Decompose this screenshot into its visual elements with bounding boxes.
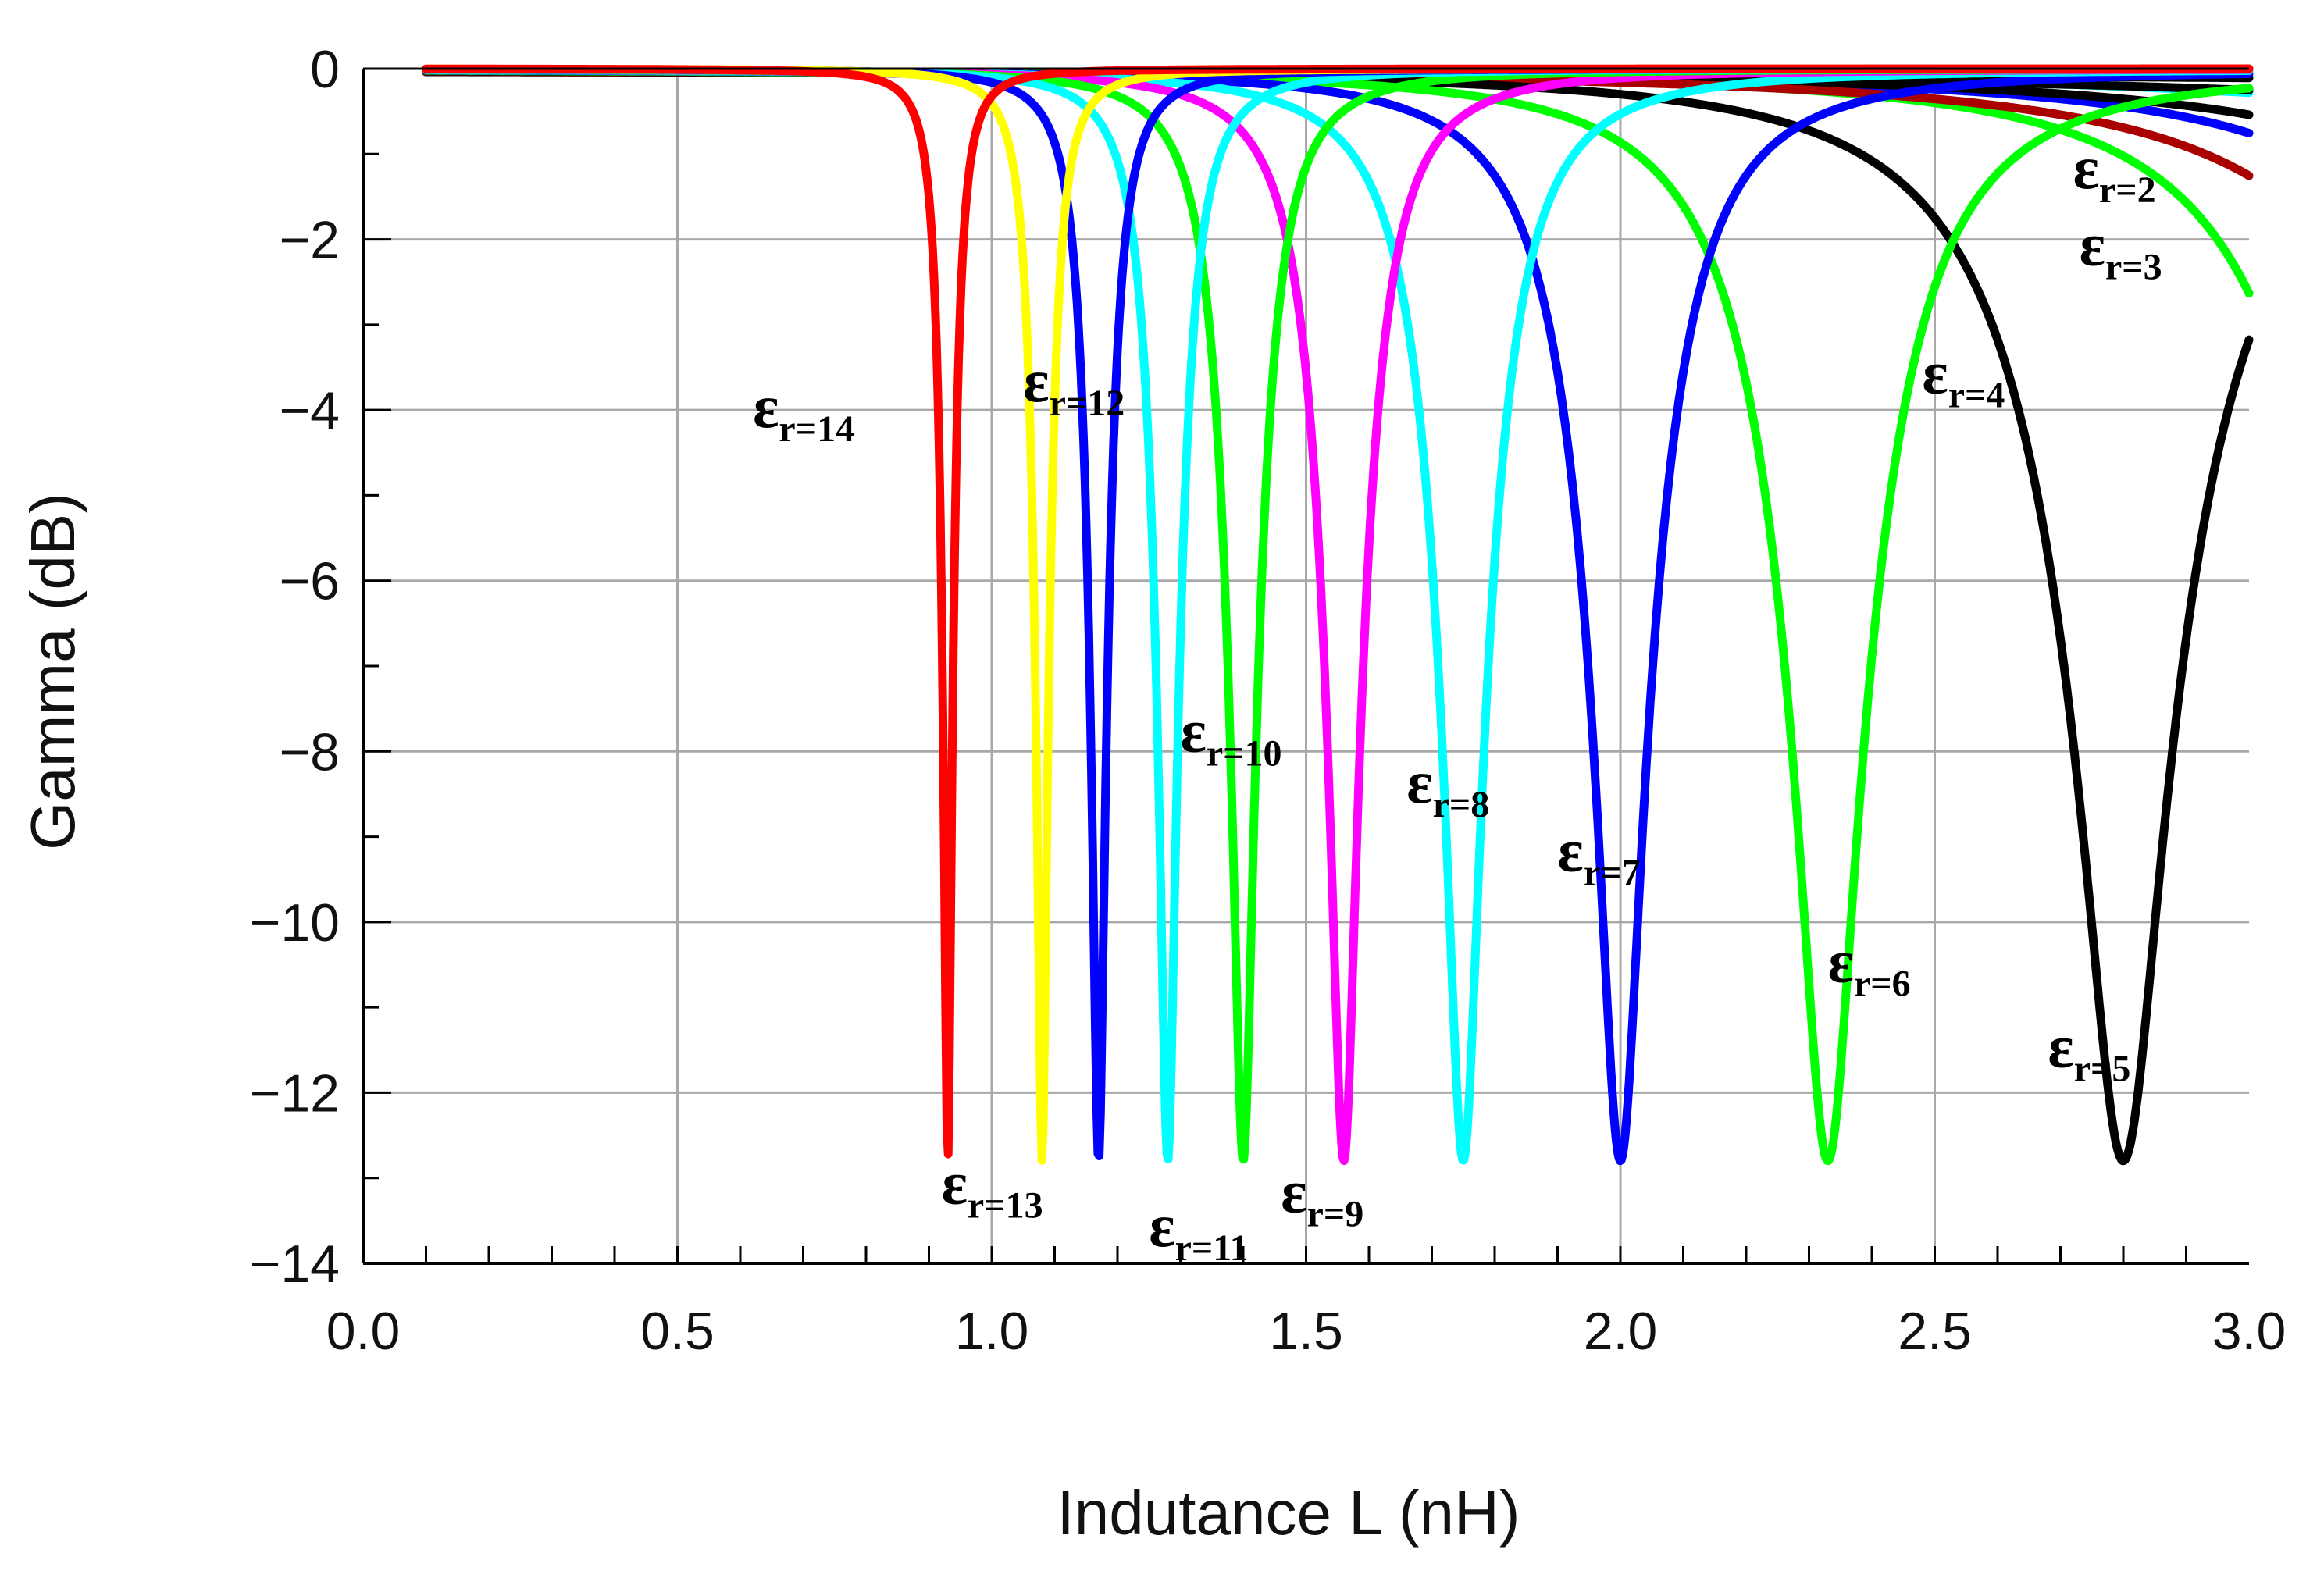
y-tick-label: −2 — [279, 211, 340, 270]
y-tick-label: −4 — [279, 381, 340, 440]
curve-label: εr=4 — [1922, 338, 2005, 415]
curve-label: εr=2 — [2073, 134, 2156, 211]
y-axis-label: Gamma (dB) — [18, 493, 87, 850]
curve-label: εr=5 — [2048, 1013, 2130, 1090]
x-tick-label: 1.0 — [955, 1302, 1029, 1361]
y-tick-label: −6 — [279, 552, 340, 611]
curve-label: εr=6 — [1828, 927, 1911, 1004]
curve-label: εr=3 — [2080, 210, 2162, 287]
curve-label: εr=14 — [753, 372, 854, 450]
y-tick-label: −10 — [250, 893, 340, 953]
curve-label: εr=8 — [1406, 748, 1489, 825]
y-tick-label: −14 — [250, 1234, 340, 1294]
curve-label: εr=7 — [1558, 816, 1641, 893]
curve-labels: εr=14 εr=13 εr=12 εr=11 εr=10 εr=9 εr=8 εr=7 εr=… — [753, 134, 2162, 1269]
axes: 0.0 0.5 1.0 1.5 2.0 2.5 3.0 0 −2 −4 −6 −8 −10 −12 −14 — [250, 40, 2287, 1361]
curve-label: εr=9 — [1281, 1157, 1363, 1234]
grid — [363, 69, 2249, 1263]
x-axis-label: Indutance L (nH) — [1057, 1478, 1520, 1548]
x-tick-label: 0.0 — [326, 1302, 401, 1361]
x-tick-label: 1.5 — [1269, 1302, 1343, 1361]
curve-label: εr=12 — [1023, 347, 1125, 424]
y-tick-label: 0 — [310, 40, 340, 99]
curve-label: εr=11 — [1149, 1191, 1248, 1269]
x-tick-label: 3.0 — [2212, 1302, 2287, 1361]
curve-label: εr=13 — [942, 1149, 1043, 1227]
y-tick-label: −12 — [250, 1063, 340, 1123]
curve-label: εr=10 — [1181, 696, 1282, 774]
x-tick-label: 2.5 — [1898, 1302, 1972, 1361]
x-tick-label: 0.5 — [640, 1302, 715, 1361]
y-tick-label: −8 — [279, 722, 340, 782]
x-tick-label: 2.0 — [1584, 1302, 1658, 1361]
